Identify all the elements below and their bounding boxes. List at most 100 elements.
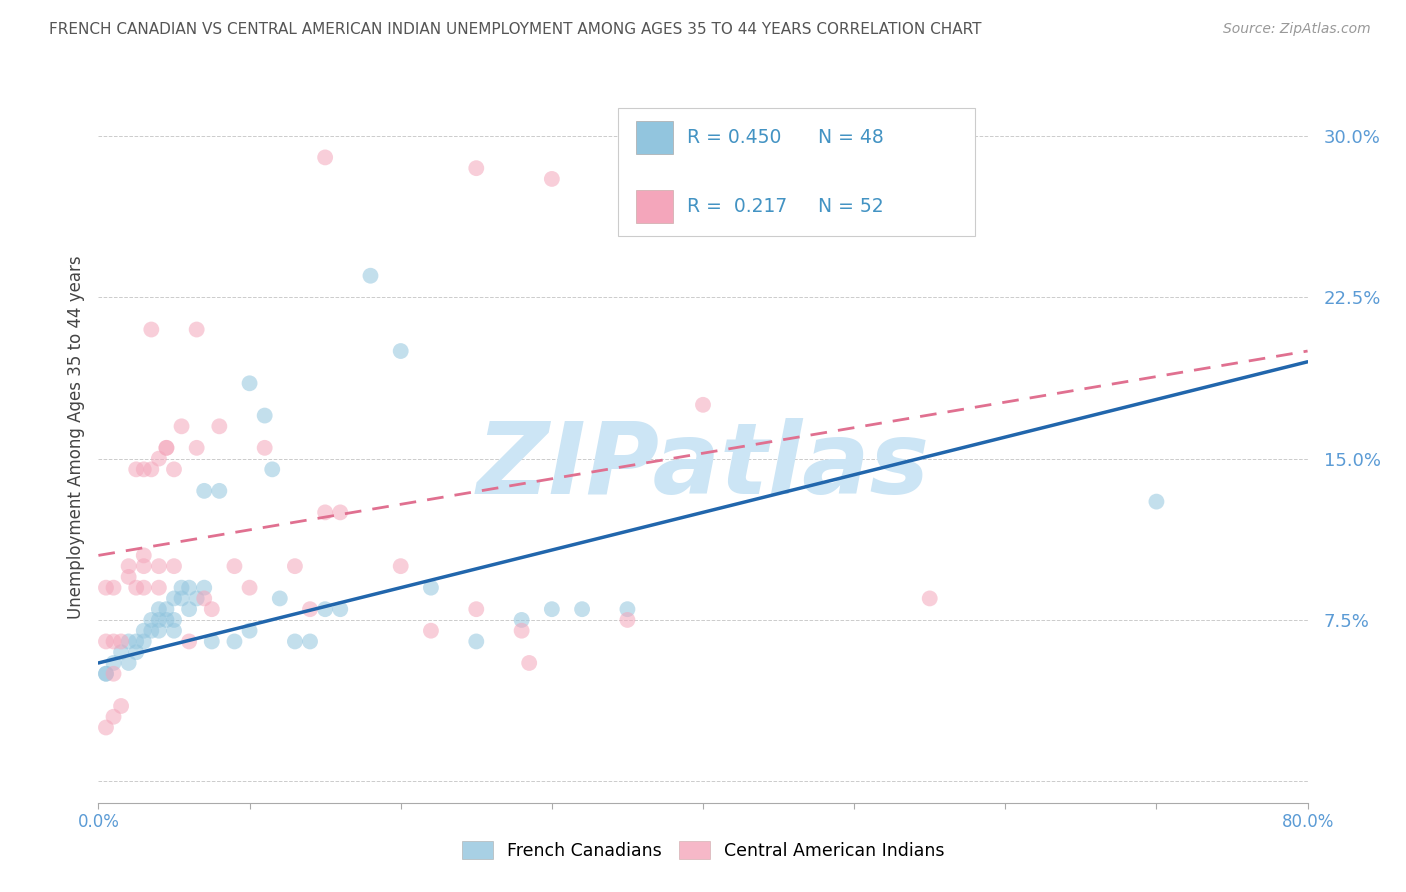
Point [163, 613, 186, 627]
Point [918, 591, 941, 606]
Point [420, 624, 443, 638]
Point [141, 462, 163, 476]
Point [141, 322, 163, 336]
Point [148, 602, 170, 616]
Point [132, 581, 155, 595]
Point [125, 581, 148, 595]
Point [692, 398, 714, 412]
Point [103, 581, 125, 595]
Point [616, 602, 638, 616]
Point [148, 624, 170, 638]
Point [125, 462, 148, 476]
Point [118, 656, 141, 670]
Point [103, 710, 125, 724]
Point [389, 559, 412, 574]
Point [110, 698, 132, 713]
Point [540, 602, 562, 616]
Point [141, 613, 163, 627]
Point [94, 721, 117, 735]
Point [389, 344, 412, 359]
FancyBboxPatch shape [637, 121, 672, 154]
Point [186, 591, 208, 606]
Text: ZIPatlas: ZIPatlas [477, 417, 929, 515]
Point [155, 613, 177, 627]
Point [314, 150, 336, 164]
Point [179, 634, 201, 648]
Point [253, 441, 276, 455]
Point [125, 634, 148, 648]
Point [163, 462, 186, 476]
Point [103, 666, 125, 681]
FancyBboxPatch shape [637, 190, 672, 223]
Point [193, 581, 215, 595]
Point [186, 441, 208, 455]
Point [239, 581, 262, 595]
Point [148, 451, 170, 466]
Point [170, 419, 193, 434]
Point [132, 624, 155, 638]
Point [148, 581, 170, 595]
Point [110, 634, 132, 648]
Y-axis label: Unemployment Among Ages 35 to 44 years: Unemployment Among Ages 35 to 44 years [66, 255, 84, 619]
Point [844, 194, 866, 208]
Point [510, 624, 533, 638]
Point [155, 441, 177, 455]
Point [94, 634, 117, 648]
Point [224, 559, 246, 574]
Point [179, 602, 201, 616]
Point [239, 624, 262, 638]
Point [208, 483, 231, 498]
Legend: French Canadians, Central American Indians: French Canadians, Central American India… [461, 841, 945, 860]
Text: Source: ZipAtlas.com: Source: ZipAtlas.com [1223, 22, 1371, 37]
Point [465, 634, 488, 648]
Text: R = 0.450: R = 0.450 [688, 128, 782, 147]
Point [103, 656, 125, 670]
Point [118, 559, 141, 574]
Point [94, 581, 117, 595]
Point [262, 462, 284, 476]
Text: FRENCH CANADIAN VS CENTRAL AMERICAN INDIAN UNEMPLOYMENT AMONG AGES 35 TO 44 YEAR: FRENCH CANADIAN VS CENTRAL AMERICAN INDI… [49, 22, 981, 37]
Point [170, 591, 193, 606]
Point [299, 602, 322, 616]
Point [148, 613, 170, 627]
Point [269, 591, 291, 606]
Point [465, 161, 488, 176]
Point [118, 570, 141, 584]
Point [420, 581, 443, 595]
Point [103, 634, 125, 648]
Point [360, 268, 382, 283]
Point [201, 634, 224, 648]
Point [284, 559, 307, 574]
Point [193, 483, 215, 498]
Point [224, 634, 246, 648]
Point [148, 559, 170, 574]
Point [118, 634, 141, 648]
Point [201, 602, 224, 616]
Point [94, 666, 117, 681]
Point [163, 559, 186, 574]
Text: R =  0.217: R = 0.217 [688, 197, 787, 216]
Point [94, 666, 117, 681]
Point [253, 409, 276, 423]
Point [155, 602, 177, 616]
Point [329, 602, 352, 616]
Point [170, 581, 193, 595]
Point [510, 613, 533, 627]
Point [110, 645, 132, 659]
Point [163, 624, 186, 638]
Point [179, 581, 201, 595]
Point [155, 441, 177, 455]
Point [314, 505, 336, 519]
Point [193, 591, 215, 606]
Text: N = 52: N = 52 [818, 197, 883, 216]
Point [186, 322, 208, 336]
Point [163, 591, 186, 606]
Point [517, 656, 540, 670]
Point [132, 634, 155, 648]
Point [239, 376, 262, 391]
Point [284, 634, 307, 648]
Point [125, 645, 148, 659]
Point [465, 602, 488, 616]
Point [314, 602, 336, 616]
Point [208, 419, 231, 434]
